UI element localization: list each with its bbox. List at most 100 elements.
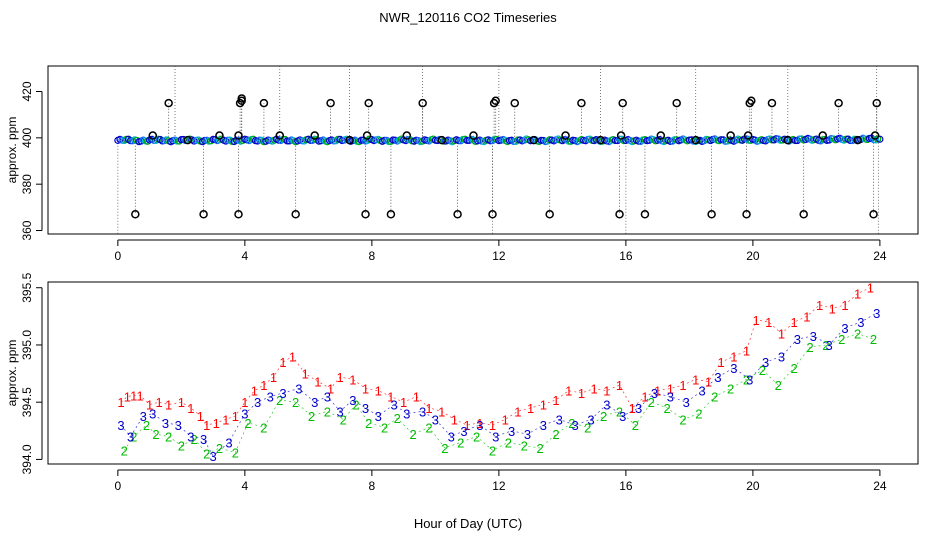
outlier-point [834,98,843,108]
series-2-point: 2 [410,427,417,442]
series-2-point: 2 [711,389,718,404]
series-3-point: 3 [524,427,531,442]
series-3-point: 3 [746,372,753,387]
series-1-point: 1 [425,401,432,416]
series-1-point: 1 [232,409,239,424]
outlier-point [596,135,605,145]
series-2-point: 2 [260,420,267,435]
top-marks [114,66,884,234]
series-3-point: 3 [778,349,785,364]
series-2-point: 2 [425,420,432,435]
outlier-point [386,210,396,219]
outlier-point [853,135,862,145]
outlier-point [275,131,285,140]
series-2-point: 2 [616,404,623,419]
series-3-point: 3 [698,384,705,399]
outlier-point [453,210,462,219]
series-2-point: 2 [838,332,845,347]
series-3-point: 3 [149,407,156,422]
series-1-point: 1 [578,386,585,401]
series-1-point: 1 [438,404,445,419]
series-1-point: 1 [314,375,321,390]
series-3-point: 3 [571,418,578,433]
series-3-point: 3 [635,401,642,416]
outlier-point [291,210,300,219]
series-2-point: 2 [308,409,315,424]
series-1-point: 1 [540,397,547,412]
series-1-point: 1 [251,384,258,399]
series-1-point: 1 [867,281,874,296]
series-2-point: 2 [505,435,512,450]
series-1-point: 1 [375,384,382,399]
series-3-point: 3 [873,306,880,321]
series-3-point: 3 [841,321,848,336]
outlier-point [234,210,243,219]
series-1-point: 1 [165,397,172,412]
x-tick-label: 16 [619,479,633,493]
series-3-point: 3 [295,381,302,396]
y-tick-label: 395.0 [20,330,34,360]
outlier-point [364,98,373,108]
series-2-point: 2 [568,416,575,431]
series-2-point: 2 [121,443,128,458]
series-1-point: 1 [591,381,598,396]
series-1-point: 1 [197,409,204,424]
series-1-point: 1 [476,416,483,431]
series-1-point: 1 [289,349,296,364]
series-2-point: 2 [143,418,150,433]
outlier-point [616,131,626,140]
series-2-point: 2 [276,393,283,408]
series-2-point: 2 [537,441,544,456]
series-3-point: 3 [432,412,439,427]
series-1-point: 1 [705,375,712,390]
series-1-point: 1 [270,370,277,385]
x-tick-label: 12 [492,249,506,263]
series-3-point: 3 [362,401,369,416]
top-y-axis-label: approx. ppm [5,117,19,184]
top-y-axis: 360 380 400 420 [20,81,43,241]
series-1-point: 1 [349,372,356,387]
y-tick-label: 394.5 [20,387,34,417]
series-2-point: 2 [759,363,766,378]
outlier-point [402,131,412,140]
series-3-point: 3 [209,449,216,464]
series-1-point: 1 [146,397,153,412]
series-1-point: 1 [603,384,610,399]
x-axis-label: Hour of Day (UTC) [414,516,522,531]
series-2-point: 2 [441,441,448,456]
bottom-y-axis: 394.0 394.5 395.0 395.5 [20,272,43,474]
series-1-point: 1 [829,301,836,316]
series-1-point: 1 [279,355,286,370]
series-3-point: 3 [476,418,483,433]
series-1-point: 1 [752,313,759,328]
series-3-point: 3 [254,395,261,410]
series-2-point: 2 [695,407,702,422]
series-3-point: 3 [714,370,721,385]
series-1-point: 1 [336,370,343,385]
series-2-point: 2 [822,338,829,353]
series-1-point: 1 [565,384,572,399]
series-1-point: 1 [136,388,143,403]
series-3-point: 3 [375,409,382,424]
x-tick-label: 4 [242,479,249,493]
series-1-point: 1 [514,404,521,419]
outlier-point [437,135,446,145]
outlier-point [656,131,666,140]
series-2-point: 2 [521,439,528,454]
series-2-point: 2 [130,430,137,445]
series-1-point: 1 [552,393,559,408]
outlier-point [742,210,751,219]
outlier-point [615,210,624,219]
y-tick-label: 360 [20,220,34,240]
outlier-point [783,135,793,145]
series-1-point: 1 [803,309,810,324]
series-1-point: 1 [302,367,309,382]
outlier-point [259,98,269,108]
x-tick-label: 20 [746,249,760,263]
outlier-point [545,210,554,219]
series-3-point: 3 [241,407,248,422]
series-1-point: 1 [451,412,458,427]
series-1-connector [120,287,871,426]
series-3-point: 3 [140,409,147,424]
series-3-point: 3 [390,397,397,412]
